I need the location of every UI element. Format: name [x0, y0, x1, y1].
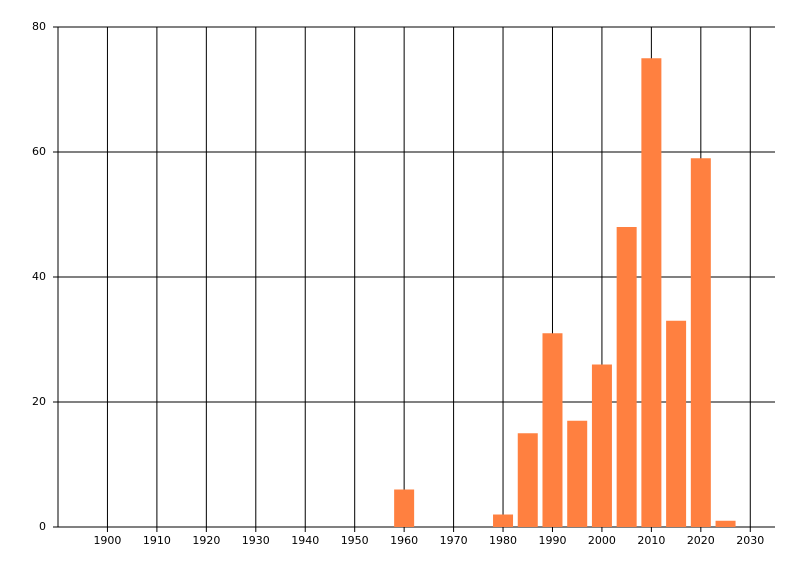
x-tick-label: 2030: [736, 534, 764, 547]
bar: [616, 227, 637, 527]
bar: [715, 520, 736, 527]
y-tick-label: 0: [39, 520, 46, 533]
bar: [641, 58, 662, 527]
y-tick-label: 80: [32, 20, 46, 33]
bar: [666, 320, 687, 527]
x-tick-label: 1990: [538, 534, 566, 547]
bar: [567, 420, 588, 527]
x-tick-label: 1950: [341, 534, 369, 547]
x-tick-label: 2000: [588, 534, 616, 547]
x-tick-label: 1930: [242, 534, 270, 547]
x-tick-label: 1960: [390, 534, 418, 547]
x-tick-label: 1900: [93, 534, 121, 547]
bar: [517, 433, 538, 527]
y-tick-label: 40: [32, 270, 46, 283]
bar: [591, 364, 612, 527]
x-tick-label: 2010: [637, 534, 665, 547]
bar: [394, 489, 415, 527]
x-tick-label: 2020: [687, 534, 715, 547]
bar: [542, 333, 563, 527]
x-tick-label: 1910: [143, 534, 171, 547]
x-tick-label: 1920: [192, 534, 220, 547]
bar: [690, 158, 711, 527]
y-tick-label: 20: [32, 395, 46, 408]
x-tick-label: 1970: [440, 534, 468, 547]
bar: [493, 514, 514, 527]
y-tick-label: 60: [32, 145, 46, 158]
x-tick-label: 1940: [291, 534, 319, 547]
x-tick-label: 1980: [489, 534, 517, 547]
